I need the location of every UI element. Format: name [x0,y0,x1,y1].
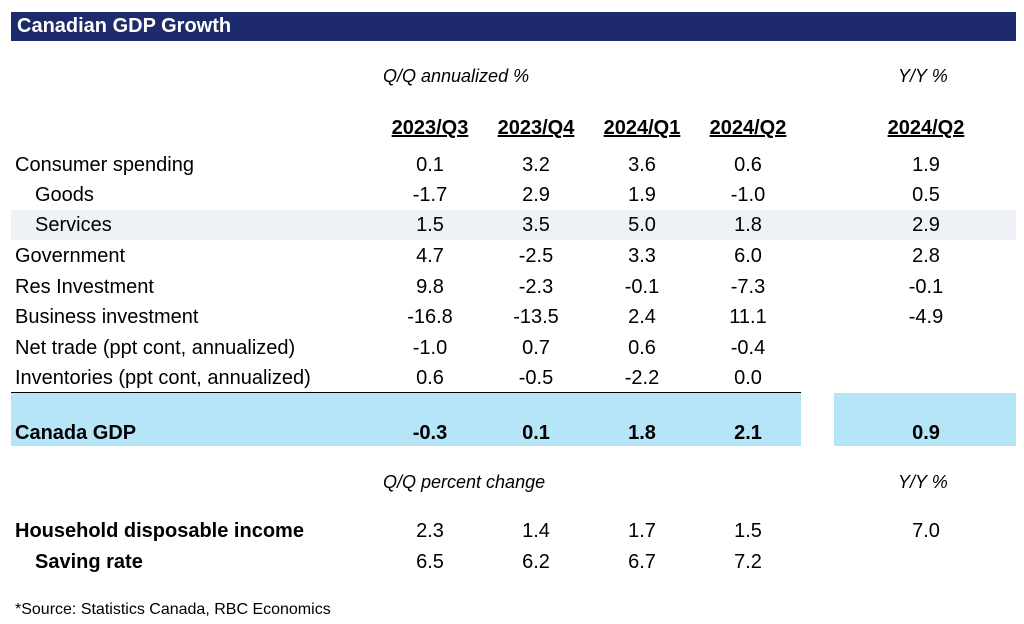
row-band-services [11,210,1016,240]
column-header: 2023/Q4 [497,117,575,139]
table-title: Canadian GDP Growth [17,15,232,37]
gdp-cell: -0.3 [412,422,448,444]
gdp-label: Canada GDP [15,422,137,444]
table-cell: 1.5 [734,520,762,542]
yy-cell: 2.8 [912,245,940,267]
gdp-highlight-qq [11,393,801,446]
gdp-cell: 0.1 [522,422,550,444]
table-cell: 0.6 [628,337,656,359]
table-cell: 0.7 [522,337,550,359]
row-label: Saving rate [35,551,143,573]
yy-label-2: Y/Y % [898,472,948,492]
table-cell: 1.7 [628,520,656,542]
table-cell: 3.2 [522,154,550,176]
table-cell: 6.7 [628,551,656,573]
gdp-yy-cell: 0.9 [912,422,940,444]
table-cell: 6.0 [734,245,762,267]
gdp-cell: 1.8 [628,422,656,444]
table-cell: 11.1 [729,306,767,328]
table-cell: 1.4 [522,520,550,542]
row-label: Res Investment [15,276,154,298]
table-cell: -2.2 [624,367,660,389]
row-label: Household disposable income [15,520,304,542]
table-cell: -1.7 [412,184,448,206]
qq-annualized-label: Q/Q annualized % [383,66,530,86]
table-cell: 5.0 [628,214,656,236]
gdp-divider [11,392,801,393]
table-cell: -0.1 [624,276,660,298]
table-cell: 3.5 [522,214,550,236]
row-label: Government [15,245,126,267]
source-footnote: *Source: Statistics Canada, RBC Economic… [15,601,331,618]
row-label: Consumer spending [15,154,194,176]
title-bar: Canadian GDP Growth [11,12,1016,41]
yy-column-header: 2024/Q2 [887,117,965,139]
row-label: Business investment [15,306,199,328]
table-cell: 1.8 [734,214,762,236]
table-cell: 6.5 [416,551,444,573]
table-cell: 0.6 [416,367,444,389]
table-cell: -1.0 [412,337,448,359]
yy-cell: 0.5 [912,184,940,206]
table-cell: 2.9 [522,184,550,206]
table-cell: 3.6 [628,154,656,176]
table-cell: 7.2 [734,551,762,573]
table-cell: 0.1 [416,154,444,176]
row-label: Inventories (ppt cont, annualized) [15,367,311,389]
table-cell: 6.2 [522,551,550,573]
yy-cell: -0.1 [908,276,944,298]
table-cell: 0.0 [734,367,762,389]
table-cell: 1.9 [628,184,656,206]
row-label: Goods [35,184,94,206]
yy-cell: 2.9 [912,214,940,236]
table-cell: 1.5 [416,214,444,236]
table-cell: -2.3 [518,276,554,298]
table-cell: -1.0 [730,184,766,206]
table-cell: -16.8 [407,306,453,328]
table-cell: -13.5 [513,306,559,328]
yy-cell: -4.9 [908,306,944,328]
table-cell: 2.3 [416,520,444,542]
column-header: 2024/Q1 [603,117,681,139]
table-cell: 0.6 [734,154,762,176]
yy-cell: 7.0 [912,520,940,542]
row-label: Net trade (ppt cont, annualized) [15,337,296,359]
table-cell: -0.4 [730,337,766,359]
yy-cell: 1.9 [912,154,940,176]
table-cell: 4.7 [416,245,444,267]
table-cell: -2.5 [518,245,554,267]
table-cell: 2.4 [628,306,656,328]
yy-label: Y/Y % [898,66,948,86]
table-cell: 3.3 [628,245,656,267]
column-header: 2024/Q2 [709,117,787,139]
qq-change-label: Q/Q percent change [383,472,546,492]
table-cell: -7.3 [730,276,766,298]
gdp-highlight-yy [834,393,1016,446]
table-cell: -0.5 [518,367,554,389]
table-cell: 9.8 [416,276,444,298]
gdp-cell: 2.1 [734,422,762,444]
row-label: Services [35,214,112,236]
column-header: 2023/Q3 [391,117,469,139]
